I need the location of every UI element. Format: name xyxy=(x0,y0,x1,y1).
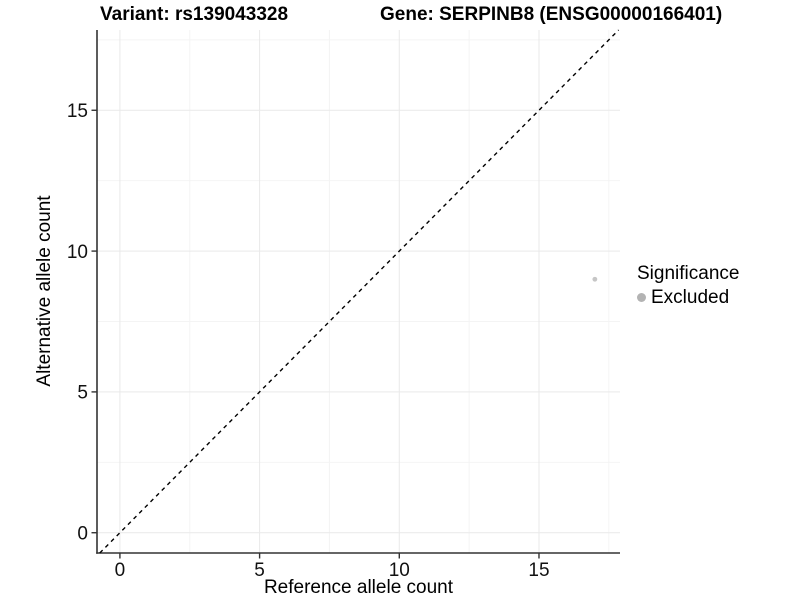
legend-point-icon xyxy=(637,293,646,302)
identity-line xyxy=(99,29,620,554)
gene-title: Gene: SERPINB8 (ENSG00000166401) xyxy=(380,4,723,25)
x-tick-label: 10 xyxy=(389,560,410,581)
y-tick-label: 15 xyxy=(67,101,88,122)
y-tick-label: 0 xyxy=(77,524,88,545)
variant-title: Variant: rs139043328 xyxy=(100,4,289,25)
x-axis-title: Reference allele count xyxy=(263,577,454,598)
y-tick-label: 5 xyxy=(77,383,88,404)
data-point xyxy=(592,276,598,282)
legend-title: Significance xyxy=(637,263,740,284)
x-tick-label: 5 xyxy=(254,560,265,581)
y-axis-title: Alternative allele count xyxy=(34,195,55,387)
legend: Significance Excluded xyxy=(637,263,739,308)
legend-item-label: Excluded xyxy=(651,287,730,308)
x-tick-label: 0 xyxy=(115,560,126,581)
legend-item-excluded: Excluded xyxy=(637,287,739,308)
x-tick-label: 15 xyxy=(528,560,549,581)
y-tick-label: 10 xyxy=(67,242,88,263)
